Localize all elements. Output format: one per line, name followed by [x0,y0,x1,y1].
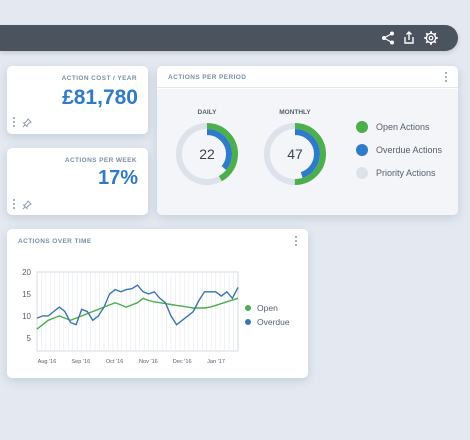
chart-legend-open-label: Open [257,303,278,313]
x-tick-label: Nov '16 [139,359,158,365]
x-tick-label: Aug '16 [38,359,57,365]
chart-legend-dot-overdue [245,319,251,325]
daily-donut [176,123,238,185]
daily-donut-overdue-arc [182,129,232,179]
daily-label: DAILY [197,109,217,116]
kpi-cost-value: £81,780 [62,86,138,109]
legend-overdue-actions[interactable]: Overdue Actions [356,144,442,156]
x-tick-label: Jan '17 [207,359,225,365]
legend-priority-label: Priority Actions [376,168,436,178]
x-tick-label: Dec '16 [173,359,192,365]
legend-dot-overdue [356,144,368,156]
legend-priority-actions[interactable]: Priority Actions [356,167,436,179]
kpi-week-title: ACTIONS PER WEEK [64,157,137,164]
kebab-menu-icon[interactable] [293,236,299,248]
legend-overdue-label: Overdue Actions [376,145,443,155]
kpi-card-actions-per-week: ACTIONS PER WEEK 17% [7,148,148,215]
kebab-menu-icon[interactable] [11,199,17,211]
legend-dot-open [356,121,368,133]
export-icon[interactable] [401,30,417,46]
y-tick-label: 10 [22,312,31,321]
x-tick-label: Sep '16 [71,359,90,365]
series-line-open [36,297,239,330]
legend-open-actions[interactable]: Open Actions [356,121,430,133]
x-tick-label: Oct '16 [106,359,124,365]
chart-legend-overdue-label: Overdue [257,317,290,327]
gear-icon[interactable] [423,30,439,46]
pin-icon[interactable] [22,118,32,128]
overtime-title: ACTIONS OVER TIME [18,238,92,245]
legend-dot-priority [356,167,368,179]
monthly-donut [264,123,326,185]
actions-over-time-card: ACTIONS OVER TIME 5 10 15 20 Aug '16 Sep '16… [7,229,308,378]
period-body [157,89,458,215]
plot-frame [36,271,239,352]
line-chart: 5 10 15 20 Aug '16 Sep '16 Oct '16 Nov '16 Dec … [22,268,239,365]
actions-per-period-card: ACTIONS PER PERIOD DAILY 22 MONTHLY 47 O… [157,66,458,215]
series-line-overdue [36,284,239,326]
kpi-week-value: 17% [97,167,138,189]
monthly-donut-overdue-arc [270,129,320,179]
kpi-cost-title: ACTION COST / YEAR [61,75,137,82]
chart-legend-open[interactable]: Open [245,303,278,313]
pin-icon[interactable] [22,200,32,210]
chart-legend-dot-open [245,305,251,311]
period-header: ACTIONS PER PERIOD [157,66,458,88]
y-tick-label: 15 [22,290,31,299]
kpi-card-action-cost: ACTION COST / YEAR £81,780 [7,66,148,134]
period-title: ACTIONS PER PERIOD [168,74,247,81]
monthly-label: MONTHLY [279,109,311,116]
kebab-menu-icon[interactable] [443,72,449,84]
kebab-menu-icon[interactable] [11,117,17,129]
y-tick-label: 5 [27,334,32,343]
daily-donut-open-arc [176,123,238,185]
daily-value: 22 [199,146,215,162]
chart-legend-overdue[interactable]: Overdue [245,317,290,327]
monthly-donut-open-arc [264,123,326,185]
share-icon[interactable] [380,30,396,46]
legend-open-label: Open Actions [376,122,430,132]
y-tick-label: 20 [22,268,31,277]
top-toolbar [0,25,458,51]
monthly-value: 47 [287,146,303,162]
